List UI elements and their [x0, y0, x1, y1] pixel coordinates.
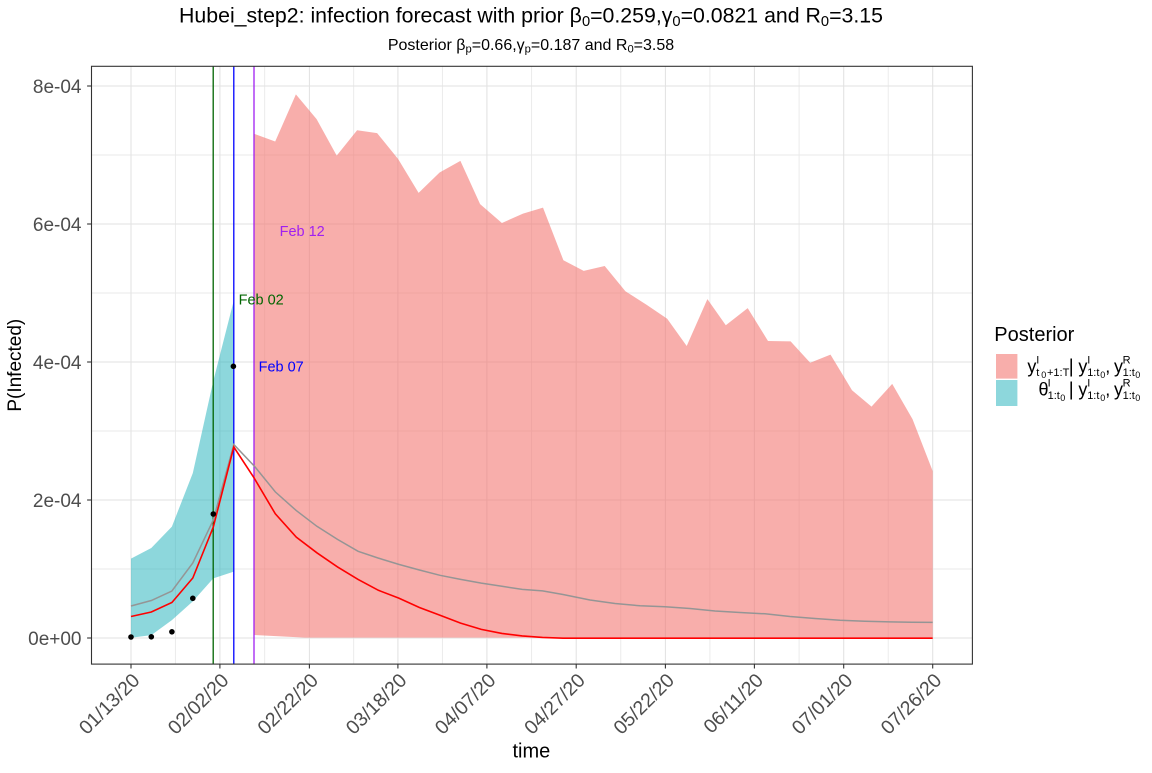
- svg-text:0: 0: [1100, 370, 1105, 380]
- svg-text:I: I: [1087, 378, 1090, 390]
- svg-text:1:t: 1:t: [1123, 367, 1135, 379]
- svg-text:|: |: [1069, 357, 1074, 378]
- svg-text:1:t: 1:t: [1087, 390, 1099, 402]
- svg-text:0: 0: [1135, 370, 1140, 380]
- svg-text:Feb 12: Feb 12: [280, 224, 325, 240]
- svg-text:P(Infected): P(Infected): [5, 319, 26, 412]
- svg-text:y: y: [1027, 357, 1036, 377]
- svg-text:I: I: [1087, 355, 1090, 367]
- svg-text:y: y: [1078, 357, 1087, 377]
- svg-text:+1:T: +1:T: [1047, 367, 1070, 379]
- svg-text:y: y: [1078, 380, 1087, 400]
- svg-text:y: y: [1114, 357, 1123, 377]
- svg-text:Feb 02: Feb 02: [239, 292, 284, 308]
- svg-text:|: |: [1069, 380, 1074, 401]
- svg-text:Hubei_step2: infection forecas: Hubei_step2: infection forecast with pri…: [179, 3, 883, 30]
- svg-text:R: R: [1123, 378, 1131, 390]
- svg-text:I: I: [1048, 378, 1051, 390]
- svg-text:θ: θ: [1039, 380, 1049, 400]
- svg-text:0: 0: [1100, 393, 1105, 403]
- svg-text:I: I: [1036, 355, 1039, 367]
- svg-text:0: 0: [1135, 393, 1140, 403]
- svg-text:0: 0: [1041, 370, 1046, 380]
- svg-text:2e-04: 2e-04: [33, 491, 82, 512]
- svg-text:y: y: [1114, 380, 1123, 400]
- svg-text:R: R: [1123, 355, 1131, 367]
- svg-text:8e-04: 8e-04: [33, 77, 82, 98]
- svg-text:t: t: [1036, 367, 1039, 379]
- svg-text:1:t: 1:t: [1123, 390, 1135, 402]
- svg-text:4e-04: 4e-04: [33, 353, 82, 374]
- svg-text:Feb 07: Feb 07: [259, 360, 304, 376]
- svg-text:0: 0: [1060, 393, 1065, 403]
- svg-text:1:t: 1:t: [1048, 390, 1060, 402]
- svg-text:,: ,: [1105, 380, 1110, 400]
- svg-text:0e+00: 0e+00: [28, 629, 81, 650]
- svg-text:Posterior βp=0.66,γp=0.187 and: Posterior βp=0.66,γp=0.187 and R0=3.58: [388, 37, 674, 56]
- svg-text:time: time: [513, 741, 551, 763]
- svg-text:1:t: 1:t: [1087, 367, 1099, 379]
- svg-text:6e-04: 6e-04: [33, 215, 82, 236]
- svg-text:Posterior: Posterior: [994, 324, 1074, 346]
- svg-text:,: ,: [1105, 357, 1110, 377]
